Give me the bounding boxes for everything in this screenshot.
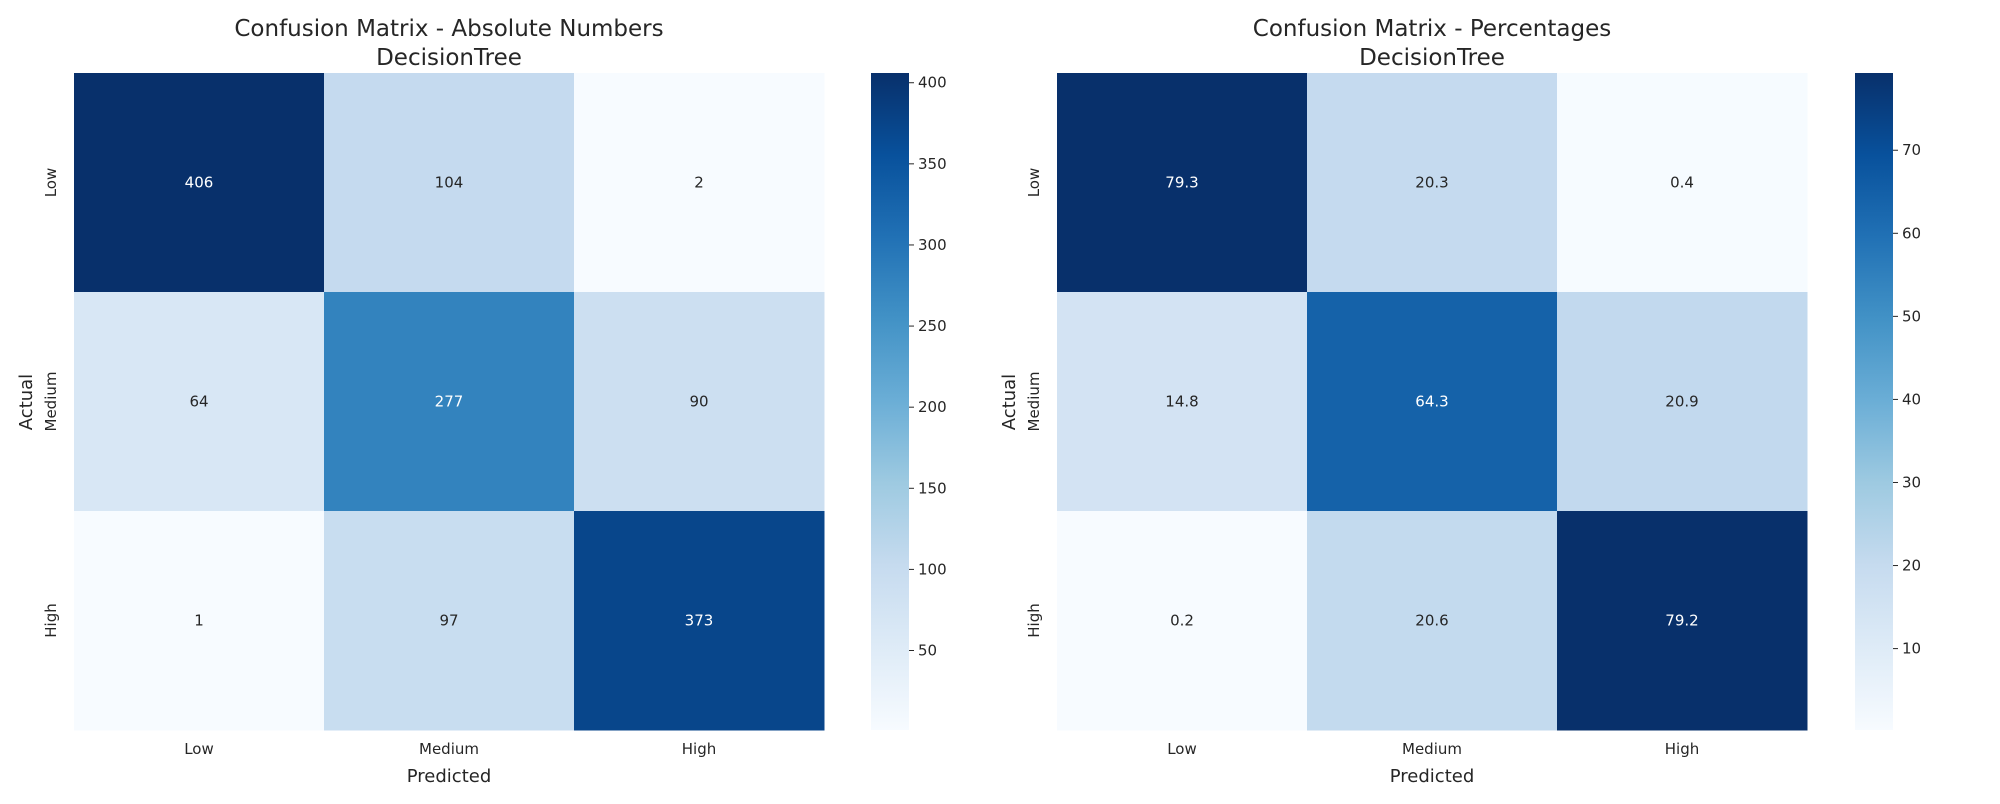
y-axis-label: Actual (16, 374, 37, 430)
heatmap-cell (1307, 292, 1558, 512)
cell-value-label: 104 (435, 174, 464, 192)
colorbar-tick-label: 150 (918, 479, 947, 497)
heatmap-cell (74, 292, 325, 512)
y-tick-label: Medium (42, 372, 60, 432)
chart-title: Confusion Matrix - Absolute Numbers (234, 16, 663, 42)
colorbar-tick-label: 30 (1902, 473, 1921, 491)
heatmap-cell (324, 73, 575, 293)
heatmap-cell (324, 511, 575, 731)
cell-value-label: 14.8 (1165, 393, 1198, 411)
colorbar (871, 73, 909, 730)
chart-subtitle: DecisionTree (1359, 45, 1505, 71)
colorbar-tick-label: 10 (1902, 640, 1921, 658)
cell-value-label: 97 (439, 612, 458, 630)
heatmap-cell (1557, 292, 1808, 512)
colorbar-tick-label: 350 (918, 155, 947, 173)
x-tick-label: Medium (419, 740, 479, 758)
heatmap-cell (1057, 73, 1308, 293)
cell-value-label: 277 (435, 393, 464, 411)
heatmap-cell (574, 511, 825, 731)
heatmap-cell (324, 292, 575, 512)
heatmap-cell (1307, 511, 1558, 731)
colorbar-tick-label: 300 (918, 236, 947, 254)
y-tick-label: Low (1025, 168, 1043, 198)
heatmap-cells: 79.3 20.3 0.4 14.8 64.3 20.9 0.2 20.6 79.2 (1057, 73, 1808, 731)
heatmap-cell (1557, 73, 1808, 293)
heatmap-cell (74, 73, 325, 293)
heatmap-cell (574, 73, 825, 293)
y-tick-label: High (1025, 603, 1043, 637)
colorbar-tick-label: 50 (1902, 307, 1921, 325)
cell-value-label: 373 (685, 612, 714, 630)
colorbar-tick-label: 50 (918, 642, 937, 660)
x-axis-label: Predicted (1390, 766, 1475, 787)
colorbar (1855, 73, 1893, 730)
y-tick-label: Low (42, 168, 60, 198)
x-tick-labels: Low Medium High (1167, 740, 1699, 758)
cell-value-label: 20.6 (1415, 612, 1448, 630)
y-tick-labels: Low Medium High (42, 168, 60, 638)
heatmap-cell (574, 292, 825, 512)
cell-value-label: 20.9 (1665, 393, 1698, 411)
cell-value-label: 64 (189, 393, 208, 411)
colorbar-tick-label: 400 (918, 74, 947, 92)
colorbar-tick-label: 200 (918, 398, 947, 416)
cell-value-label: 0.4 (1670, 174, 1694, 192)
cell-value-label: 79.3 (1165, 174, 1198, 192)
heatmap-cell (1557, 511, 1808, 731)
x-tick-label: Low (184, 740, 214, 758)
y-tick-label: High (42, 603, 60, 637)
cell-value-label: 79.2 (1665, 612, 1698, 630)
x-tick-label: Low (1167, 740, 1197, 758)
heatmap-cell (74, 511, 325, 731)
x-tick-label: High (682, 740, 716, 758)
x-tick-labels: Low Medium High (184, 740, 716, 758)
cell-value-label: 0.2 (1170, 612, 1194, 630)
colorbar-tick-label: 60 (1902, 224, 1921, 242)
cell-value-label: 90 (689, 393, 708, 411)
x-axis-label: Predicted (407, 766, 492, 787)
heatmap-cell (1307, 73, 1558, 293)
cell-value-label: 20.3 (1415, 174, 1448, 192)
colorbar-tick-label: 70 (1902, 141, 1921, 159)
y-axis-label: Actual (999, 374, 1020, 430)
colorbar-tick-label: 20 (1902, 557, 1921, 575)
heatmap-panel-absolute: Confusion Matrix - Absolute Numbers Deci… (16, 16, 947, 787)
chart-title: Confusion Matrix - Percentages (1253, 16, 1611, 42)
chart-subtitle: DecisionTree (376, 45, 522, 71)
cell-value-label: 64.3 (1415, 393, 1448, 411)
colorbar-tick-label: 40 (1902, 390, 1921, 408)
cell-value-label: 1 (194, 612, 204, 630)
heatmap-cells: 406 104 2 64 277 90 1 97 373 (74, 73, 825, 731)
heatmap-panel-percentages: Confusion Matrix - Percentages DecisionT… (999, 16, 1921, 787)
cell-value-label: 2 (694, 174, 704, 192)
colorbar-tick-label: 100 (918, 560, 947, 578)
heatmap-cell (1057, 292, 1308, 512)
colorbar-ticks: 50 100 150 200 250 300 350 400 (909, 74, 947, 660)
y-tick-label: Medium (1025, 372, 1043, 432)
x-tick-label: High (1665, 740, 1699, 758)
x-tick-label: Medium (1402, 740, 1462, 758)
colorbar-ticks: 10 20 30 40 50 60 70 (1893, 141, 1921, 658)
y-tick-labels: Low Medium High (1025, 168, 1043, 638)
colorbar-tick-label: 250 (918, 317, 947, 335)
cell-value-label: 406 (185, 174, 214, 192)
heatmap-cell (1057, 511, 1308, 731)
